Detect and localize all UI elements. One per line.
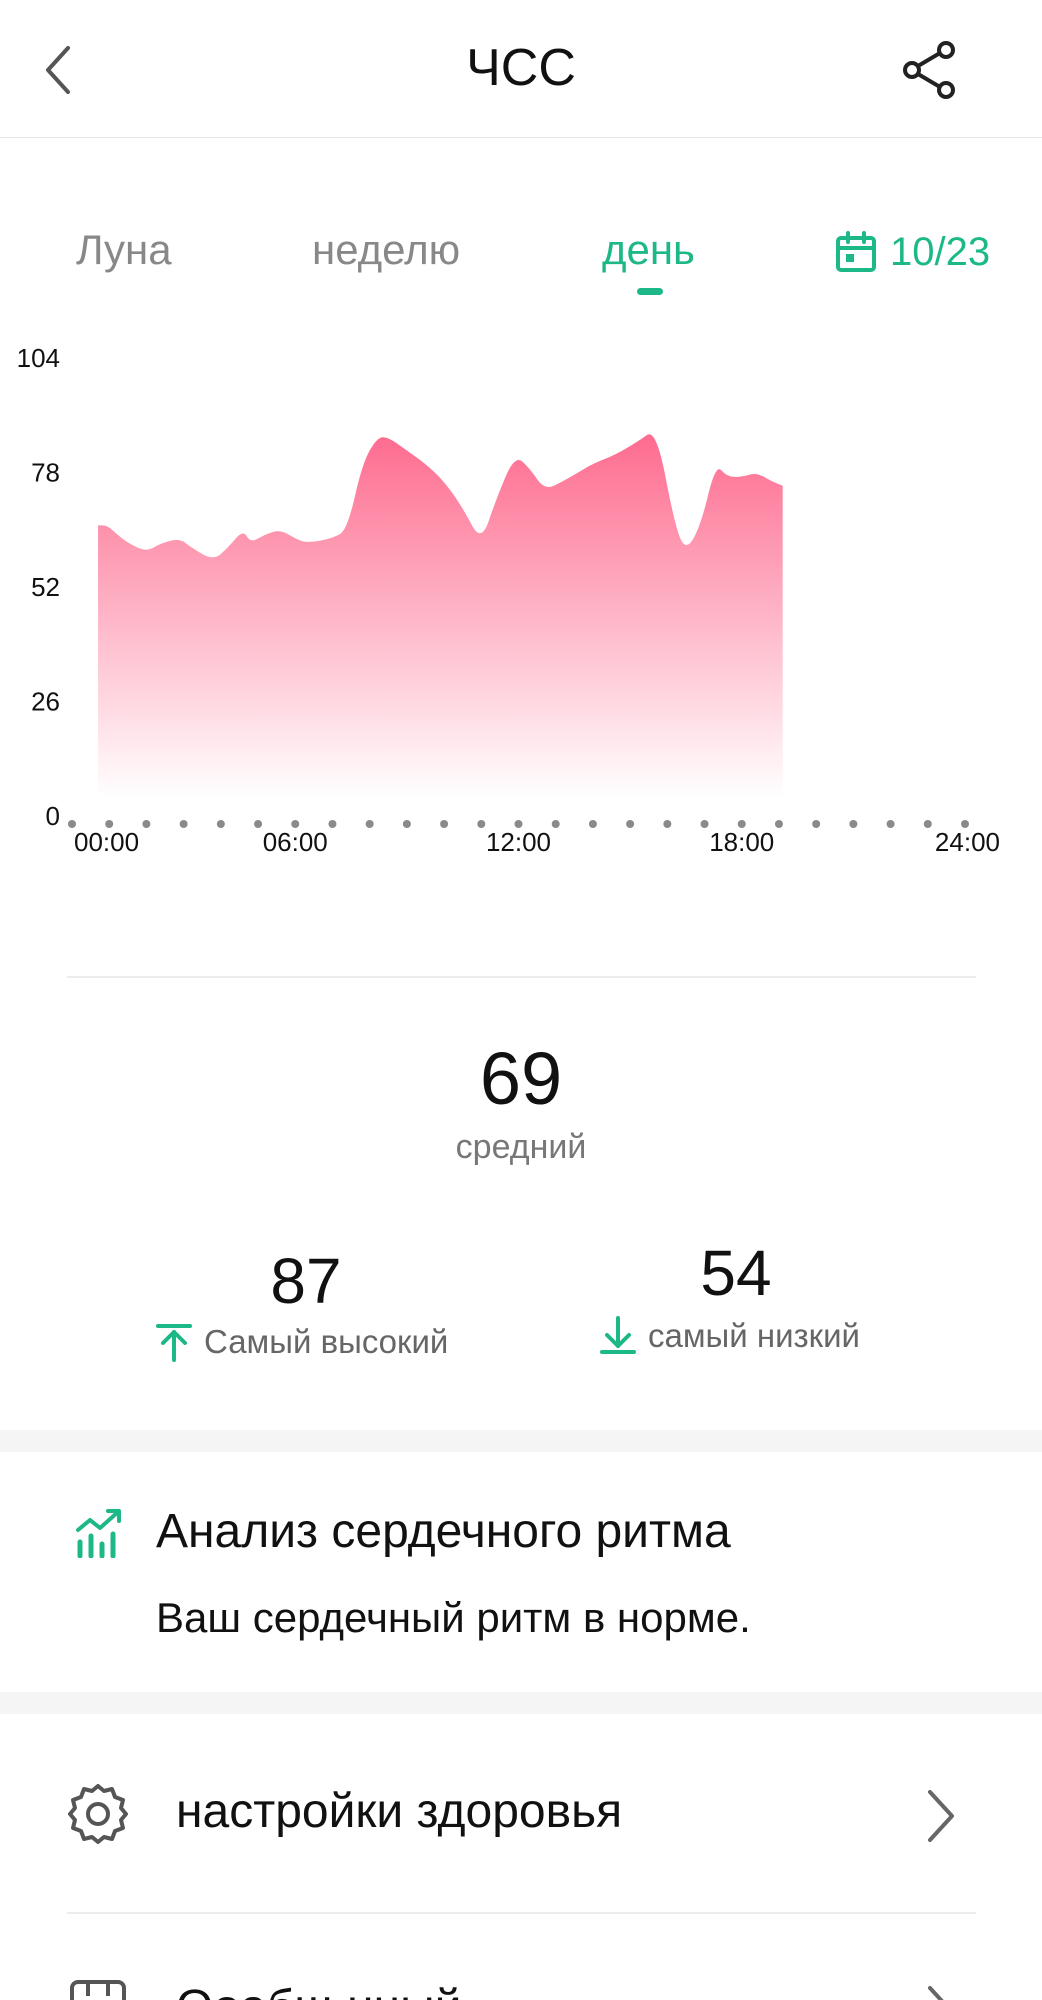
lowest-value: 54 bbox=[700, 1237, 772, 1309]
baseline-dot bbox=[477, 820, 486, 828]
heart-rate-area bbox=[98, 434, 783, 798]
baseline-dot bbox=[774, 820, 783, 828]
y-tick-label: 26 bbox=[31, 687, 60, 717]
x-tick-label: 24:00 bbox=[935, 827, 1000, 857]
x-tick-label: 18:00 bbox=[709, 827, 774, 857]
arrow-down-icon bbox=[600, 1316, 636, 1354]
gear-icon bbox=[68, 1784, 128, 1844]
baseline-dot bbox=[849, 820, 858, 828]
divider bbox=[67, 976, 976, 978]
chevron-left-icon bbox=[46, 46, 70, 94]
baseline-dot bbox=[440, 820, 449, 828]
health-settings-row[interactable]: настройки здоровья bbox=[0, 1716, 1042, 1912]
lowest-label: самый низкий bbox=[648, 1317, 860, 1354]
device-icon bbox=[70, 1980, 126, 2000]
divider bbox=[67, 1912, 976, 1914]
baseline-dot bbox=[365, 820, 374, 828]
average-label: средний bbox=[455, 1128, 587, 1166]
lowest-label-group: самый низкий bbox=[598, 1316, 860, 1356]
baseline-dot bbox=[626, 820, 635, 828]
y-tick-label: 104 bbox=[17, 343, 60, 373]
chevron-right-icon bbox=[928, 1790, 954, 1842]
analysis-title: Анализ сердечного ритма bbox=[156, 1505, 731, 1558]
baseline-dot bbox=[179, 820, 188, 828]
x-tick-label: 06:00 bbox=[263, 827, 328, 857]
y-tick-label: 0 bbox=[46, 801, 60, 831]
share-icon bbox=[903, 41, 955, 99]
baseline-dot bbox=[737, 820, 746, 828]
calendar-icon bbox=[836, 231, 876, 272]
baseline-dot bbox=[514, 820, 523, 828]
back-button[interactable] bbox=[30, 34, 86, 106]
baseline-dot bbox=[105, 820, 114, 828]
heart-rate-chart: 0 26 52 78 104 00:00 06:00 12:00 18:00 24:00 bbox=[17, 343, 1000, 857]
baseline-dot bbox=[886, 820, 895, 828]
x-tick-label: 12:00 bbox=[486, 827, 551, 857]
share-button[interactable] bbox=[890, 34, 970, 106]
baseline-dot bbox=[700, 820, 709, 828]
health-settings-label: настройки здоровья bbox=[176, 1785, 623, 1838]
baseline-dot bbox=[254, 820, 263, 828]
y-tick-label: 78 bbox=[31, 458, 60, 488]
active-tab-indicator bbox=[637, 288, 663, 295]
analysis-text: Ваш сердечный ритм в норме. bbox=[156, 1594, 751, 1641]
highest-value: 87 bbox=[270, 1245, 342, 1317]
baseline-dot bbox=[142, 820, 151, 828]
section-separator bbox=[0, 1430, 1042, 1452]
baseline-dot bbox=[68, 820, 76, 828]
baseline-dot bbox=[328, 820, 337, 828]
baseline-dot bbox=[291, 820, 300, 828]
app-header bbox=[0, 0, 1042, 138]
baseline-dot bbox=[588, 820, 597, 828]
highest-label-group: Самый высокий bbox=[154, 1322, 448, 1362]
x-tick-label: 00:00 bbox=[74, 827, 139, 857]
baseline-dot bbox=[663, 820, 672, 828]
y-tick-label: 52 bbox=[31, 572, 60, 602]
next-settings-row[interactable]: Ооабщ нный bbox=[0, 1914, 1042, 2000]
baseline-dot bbox=[551, 820, 560, 828]
tab-month[interactable]: Луна bbox=[76, 226, 172, 273]
baseline-dot bbox=[923, 820, 932, 828]
date-picker-button[interactable]: 10/23 bbox=[834, 224, 990, 280]
average-value: 69 bbox=[479, 1037, 563, 1120]
tab-day[interactable]: день bbox=[602, 226, 695, 273]
baseline-dot bbox=[812, 820, 821, 828]
next-row-label: Ооабщ нный bbox=[176, 1980, 461, 2000]
baseline-dot bbox=[402, 820, 411, 828]
chart-trend-icon bbox=[76, 1509, 121, 1558]
arrow-up-icon bbox=[156, 1324, 192, 1362]
section-separator bbox=[0, 1692, 1042, 1714]
date-label: 10/23 bbox=[890, 229, 991, 274]
highest-label: Самый высокий bbox=[204, 1323, 449, 1360]
chevron-right-icon bbox=[928, 1986, 944, 2000]
baseline-dot bbox=[961, 820, 969, 828]
tab-week[interactable]: неделю bbox=[312, 226, 461, 273]
baseline-dot bbox=[216, 820, 225, 828]
